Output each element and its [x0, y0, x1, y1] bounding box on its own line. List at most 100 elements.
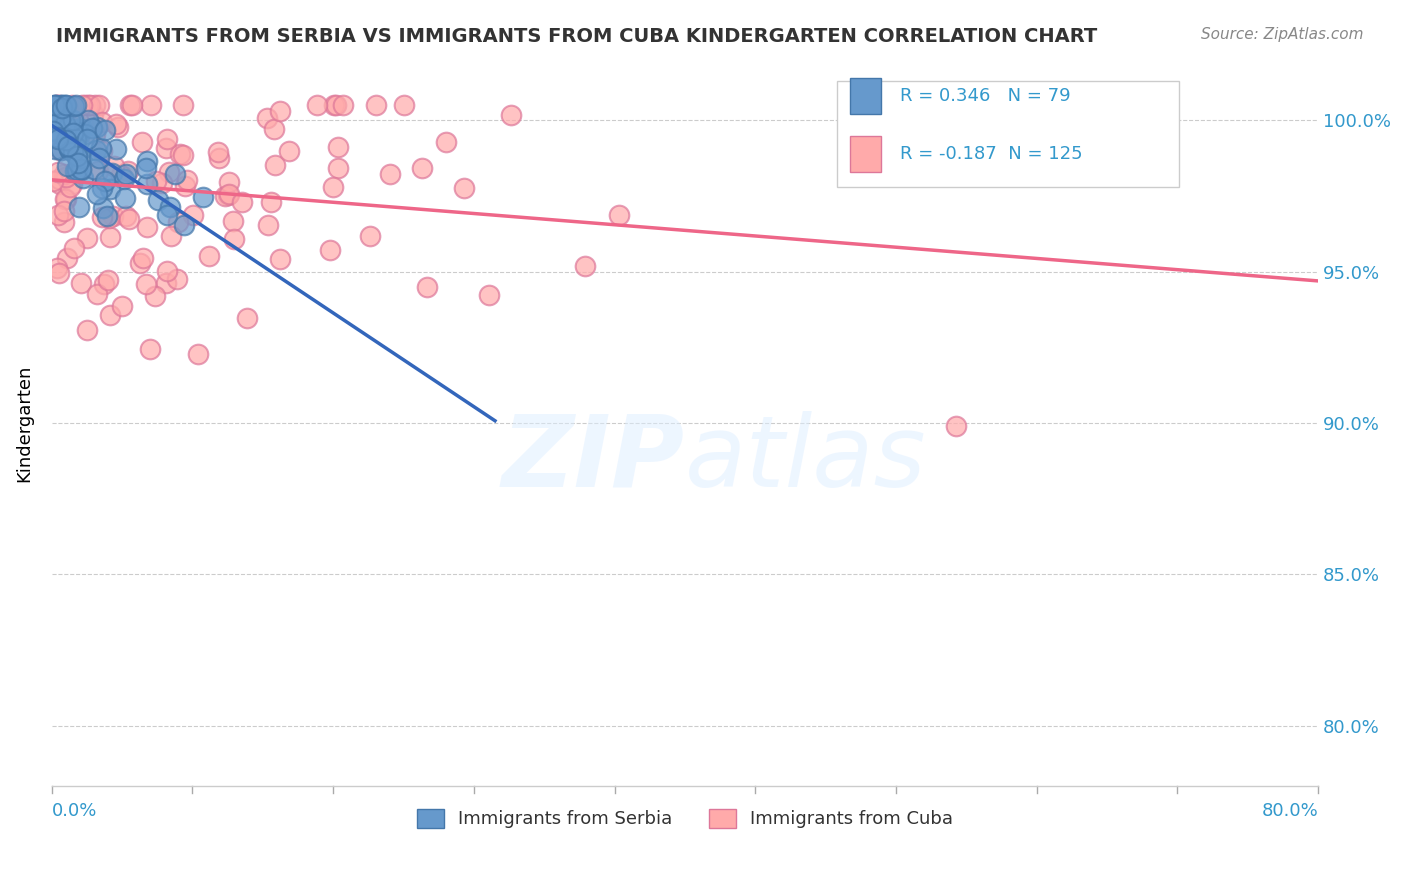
Point [155, 208, 177, 222]
Point [135, 154, 157, 169]
Point [155, 132, 177, 146]
Point [46, 109, 69, 123]
Point [72, 121, 94, 136]
Point [191, 189, 214, 203]
Point [323, 98, 346, 112]
Text: ZIP: ZIP [502, 411, 685, 508]
Point [70, 151, 93, 165]
Point [607, 208, 630, 222]
Point [235, 311, 257, 326]
Point [91, 144, 114, 158]
Point [60, 98, 83, 112]
Point [87, 164, 110, 178]
Point [72, 170, 94, 185]
Point [392, 98, 415, 112]
Point [59, 143, 82, 157]
Point [121, 98, 143, 112]
FancyBboxPatch shape [849, 78, 882, 114]
Point [87, 152, 110, 166]
Point [52, 214, 75, 228]
Point [155, 141, 177, 155]
Point [416, 279, 439, 293]
Point [60, 112, 83, 127]
Point [150, 176, 173, 190]
Point [325, 98, 347, 112]
Point [45, 98, 67, 112]
Point [173, 218, 195, 232]
Point [83, 98, 105, 112]
Point [41, 124, 63, 138]
Point [65, 132, 87, 146]
Point [100, 166, 122, 180]
Text: 0.0%: 0.0% [52, 802, 97, 820]
Point [218, 186, 240, 201]
Point [84, 127, 107, 141]
Point [76, 323, 98, 337]
Point [218, 175, 240, 189]
Point [157, 165, 180, 179]
Point [42, 98, 65, 112]
Point [208, 151, 231, 165]
Point [48, 172, 70, 186]
Point [114, 191, 136, 205]
Point [143, 289, 166, 303]
Point [48, 98, 70, 112]
Point [111, 299, 134, 313]
Point [98, 308, 121, 322]
Point [51, 101, 73, 115]
Point [66, 150, 89, 164]
Point [53, 117, 76, 131]
Point [75, 98, 97, 112]
Point [176, 173, 198, 187]
Point [67, 128, 90, 143]
Point [62, 99, 84, 113]
Point [63, 102, 86, 116]
Point [70, 161, 93, 176]
Point [55, 169, 77, 184]
Point [181, 208, 204, 222]
Point [107, 120, 129, 134]
Point [260, 194, 283, 209]
Point [93, 277, 115, 291]
Point [67, 155, 90, 169]
Point [156, 264, 179, 278]
Point [84, 143, 107, 157]
Point [166, 215, 188, 229]
Point [172, 148, 194, 162]
Point [83, 162, 105, 177]
Point [53, 98, 76, 112]
Point [62, 113, 84, 128]
Point [103, 159, 125, 173]
Point [256, 111, 278, 125]
Point [48, 112, 70, 126]
Point [63, 165, 86, 179]
Point [110, 168, 132, 182]
Point [224, 232, 246, 246]
Point [76, 231, 98, 245]
Point [44, 105, 66, 120]
Point [49, 98, 72, 112]
Point [187, 347, 209, 361]
Point [55, 121, 77, 136]
Y-axis label: Kindergarten: Kindergarten [15, 364, 32, 482]
Point [326, 161, 349, 175]
Text: Source: ZipAtlas.com: Source: ZipAtlas.com [1201, 27, 1364, 42]
Point [55, 170, 77, 185]
Point [129, 256, 152, 270]
Point [478, 288, 501, 302]
Point [115, 209, 138, 223]
Point [58, 139, 80, 153]
Point [55, 192, 77, 206]
Point [91, 181, 114, 195]
Point [77, 113, 100, 128]
Point [257, 219, 280, 233]
Point [380, 167, 402, 181]
Point [53, 118, 76, 132]
Point [263, 158, 285, 172]
Point [62, 127, 84, 141]
Point [51, 98, 73, 112]
Text: R = -0.187  N = 125: R = -0.187 N = 125 [900, 145, 1083, 163]
Point [326, 140, 349, 154]
Point [42, 174, 65, 188]
Point [52, 204, 75, 219]
